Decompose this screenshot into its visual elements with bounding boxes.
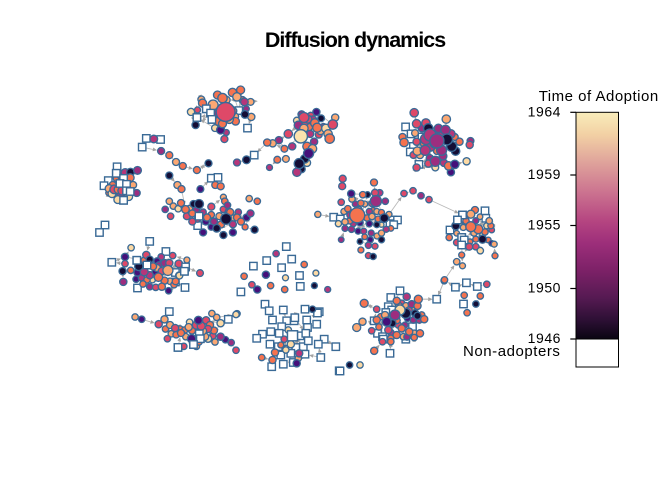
svg-text:1950: 1950 [528,280,561,296]
svg-text:Time of Adoption: Time of Adoption [539,88,659,105]
svg-text:1946: 1946 [528,330,561,346]
svg-text:1964: 1964 [528,104,561,120]
svg-text:Non-adopters: Non-adopters [463,343,561,360]
svg-text:1959: 1959 [528,166,561,182]
svg-text:Diffusion dynamics: Diffusion dynamics [265,28,446,52]
svg-text:1955: 1955 [528,217,561,233]
